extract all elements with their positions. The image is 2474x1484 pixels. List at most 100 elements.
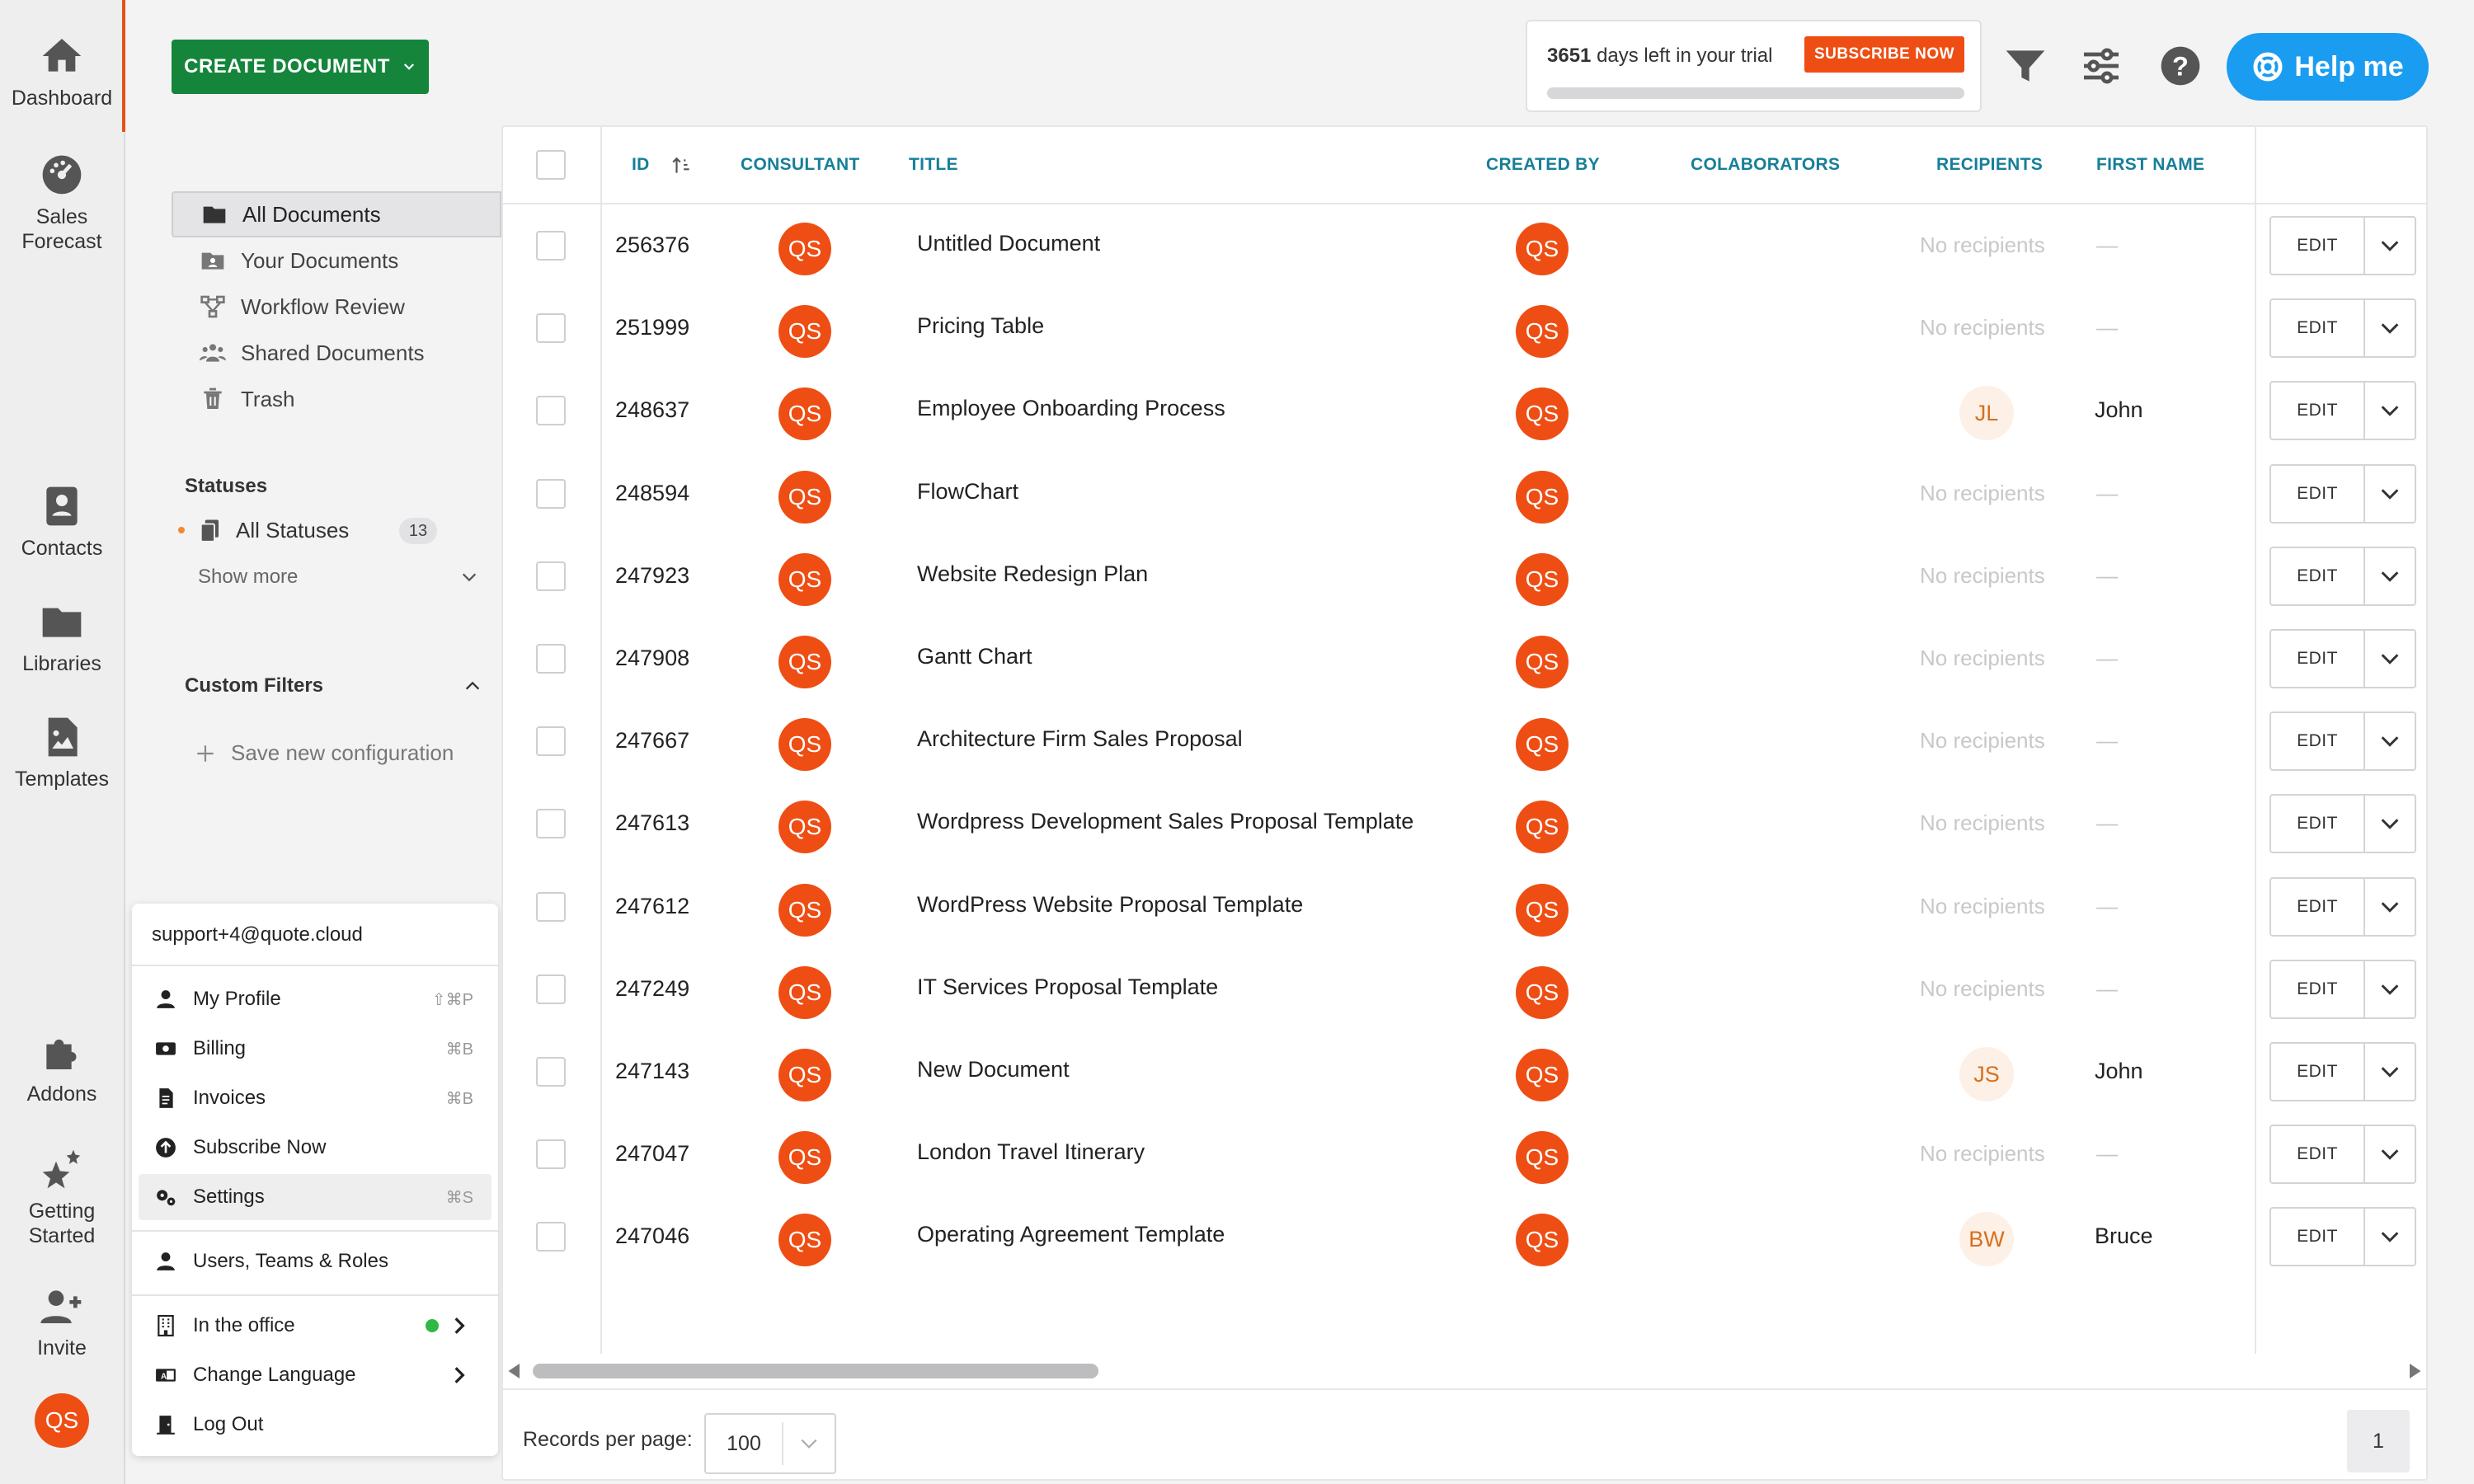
- edit-dropdown-button[interactable]: [2365, 218, 2415, 274]
- table-row[interactable]: 247908 QS Gantt Chart QS No recipients — EDIT: [503, 618, 2426, 700]
- title-cell[interactable]: Gantt Chart: [917, 644, 1032, 669]
- row-checkbox[interactable]: [536, 396, 566, 426]
- menu-billing[interactable]: Billing ⌘B: [139, 1026, 492, 1072]
- title-cell[interactable]: Website Redesign Plan: [917, 561, 1149, 586]
- consultant-avatar[interactable]: QS: [778, 718, 831, 772]
- menu-in-the-office[interactable]: In the office: [139, 1303, 492, 1349]
- created-by-avatar[interactable]: QS: [1516, 636, 1569, 688]
- row-checkbox[interactable]: [536, 974, 566, 1004]
- table-row[interactable]: 251999 QS Pricing Table QS No recipients — EDI…: [503, 287, 2426, 369]
- edit-dropdown-button[interactable]: [2365, 548, 2415, 604]
- edit-button[interactable]: EDIT: [2271, 300, 2365, 357]
- records-per-page-select[interactable]: 100: [704, 1413, 836, 1474]
- title-cell[interactable]: Wordpress Development Sales Proposal Tem…: [917, 809, 1414, 834]
- column-consultant[interactable]: CONSULTANT: [741, 155, 860, 174]
- column-title[interactable]: TITLE: [909, 155, 958, 174]
- create-document-button[interactable]: CREATE DOCUMENT: [172, 40, 429, 94]
- edit-dropdown-button[interactable]: [2365, 1044, 2415, 1100]
- edit-button[interactable]: EDIT: [2271, 1209, 2365, 1266]
- edit-dropdown-button[interactable]: [2365, 961, 2415, 1017]
- edit-button[interactable]: EDIT: [2271, 796, 2365, 852]
- edit-dropdown-button[interactable]: [2365, 1126, 2415, 1182]
- title-cell[interactable]: Untitled Document: [917, 231, 1101, 256]
- table-row[interactable]: 247612 QS WordPress Website Proposal Templ…: [503, 866, 2426, 948]
- table-row[interactable]: 247143 QS New Document QS JS John EDIT: [503, 1031, 2426, 1113]
- column-collaborators[interactable]: COLABORATORS: [1691, 155, 1841, 174]
- row-checkbox[interactable]: [536, 644, 566, 674]
- nav-trash[interactable]: Trash: [172, 376, 501, 422]
- menu-change-language[interactable]: A Change Language: [139, 1352, 492, 1398]
- title-cell[interactable]: London Travel Itinerary: [917, 1139, 1145, 1165]
- edit-dropdown-button[interactable]: [2365, 1209, 2415, 1265]
- rail-libraries[interactable]: Libraries: [0, 599, 124, 676]
- horizontal-scrollbar[interactable]: [503, 1354, 2426, 1387]
- edit-button[interactable]: EDIT: [2271, 383, 2365, 439]
- created-by-avatar[interactable]: QS: [1516, 965, 1569, 1019]
- consultant-avatar[interactable]: QS: [778, 1214, 831, 1267]
- created-by-avatar[interactable]: QS: [1516, 1214, 1569, 1267]
- select-all-checkbox[interactable]: [536, 150, 566, 180]
- scroll-left-icon[interactable]: [508, 1364, 521, 1378]
- consultant-avatar[interactable]: QS: [778, 883, 831, 937]
- table-row[interactable]: 247249 QS IT Services Proposal Template QS N…: [503, 948, 2426, 1031]
- scrollbar-thumb[interactable]: [533, 1364, 1098, 1378]
- edit-button[interactable]: EDIT: [2271, 1044, 2365, 1100]
- subscribe-now-button[interactable]: SUBSCRIBE NOW: [1804, 36, 1964, 73]
- rail-sales-forecast[interactable]: Sales Forecast: [0, 152, 124, 254]
- page-number-button[interactable]: 1: [2347, 1410, 2410, 1472]
- row-checkbox[interactable]: [536, 891, 566, 922]
- column-recipients[interactable]: RECIPIENTS: [1936, 155, 2044, 174]
- row-checkbox[interactable]: [536, 561, 566, 591]
- created-by-avatar[interactable]: QS: [1516, 1131, 1569, 1185]
- recipient-avatar[interactable]: BW: [1959, 1212, 2014, 1267]
- created-by-avatar[interactable]: QS: [1516, 718, 1569, 772]
- rail-templates[interactable]: Templates: [0, 714, 124, 791]
- edit-button[interactable]: EDIT: [2271, 547, 2365, 604]
- title-cell[interactable]: Employee Onboarding Process: [917, 396, 1225, 421]
- title-cell[interactable]: IT Services Proposal Template: [917, 974, 1219, 999]
- title-cell[interactable]: Operating Agreement Template: [917, 1222, 1225, 1247]
- edit-button[interactable]: EDIT: [2271, 465, 2365, 522]
- menu-invoices[interactable]: Invoices ⌘B: [139, 1075, 492, 1121]
- custom-filters-header[interactable]: Custom Filters: [185, 669, 482, 702]
- menu-users-teams-roles[interactable]: Users, Teams & Roles: [139, 1238, 492, 1284]
- title-cell[interactable]: WordPress Website Proposal Template: [917, 891, 1304, 917]
- menu-subscribe-now[interactable]: Subscribe Now: [139, 1125, 492, 1171]
- consultant-avatar[interactable]: QS: [778, 1049, 831, 1101]
- table-row[interactable]: 247047 QS London Travel Itinerary QS No reci…: [503, 1113, 2426, 1195]
- created-by-avatar[interactable]: QS: [1516, 387, 1569, 441]
- edit-dropdown-button[interactable]: [2365, 713, 2415, 769]
- edit-button[interactable]: EDIT: [2271, 878, 2365, 935]
- rail-contacts[interactable]: Contacts: [0, 483, 124, 561]
- rail-addons[interactable]: Addons: [0, 1029, 124, 1106]
- help-question-icon[interactable]: ?: [2157, 43, 2204, 89]
- consultant-avatar[interactable]: QS: [778, 470, 831, 524]
- edit-dropdown-button[interactable]: [2365, 631, 2415, 687]
- table-row[interactable]: 247046 QS Operating Agreement Template QS BW…: [503, 1195, 2426, 1278]
- edit-dropdown-button[interactable]: [2365, 383, 2415, 439]
- consultant-avatar[interactable]: QS: [778, 552, 831, 606]
- menu-log-out[interactable]: Log Out: [139, 1402, 492, 1448]
- row-checkbox[interactable]: [536, 1139, 566, 1170]
- menu-my-profile[interactable]: My Profile ⇧⌘P: [139, 976, 492, 1022]
- column-first-name[interactable]: FIRST NAME: [2096, 155, 2205, 174]
- user-avatar[interactable]: QS: [35, 1393, 89, 1448]
- table-row[interactable]: 256376 QS Untitled Document QS No recipients…: [503, 204, 2426, 287]
- rail-dashboard[interactable]: Dashboard: [0, 33, 124, 110]
- row-checkbox[interactable]: [536, 1057, 566, 1087]
- row-checkbox[interactable]: [536, 809, 566, 839]
- show-more-toggle[interactable]: Show more: [198, 562, 478, 592]
- created-by-avatar[interactable]: QS: [1516, 305, 1569, 359]
- save-configuration-button[interactable]: Save new configuration: [195, 740, 454, 766]
- consultant-avatar[interactable]: QS: [778, 305, 831, 359]
- title-cell[interactable]: New Document: [917, 1057, 1070, 1082]
- created-by-avatar[interactable]: QS: [1516, 470, 1569, 524]
- menu-settings[interactable]: Settings ⌘S: [139, 1174, 492, 1220]
- row-checkbox[interactable]: [536, 231, 566, 261]
- edit-dropdown-button[interactable]: [2365, 300, 2415, 356]
- edit-button[interactable]: EDIT: [2271, 960, 2365, 1017]
- title-cell[interactable]: Pricing Table: [917, 313, 1045, 339]
- created-by-avatar[interactable]: QS: [1516, 883, 1569, 937]
- edit-dropdown-button[interactable]: [2365, 796, 2415, 852]
- consultant-avatar[interactable]: QS: [778, 636, 831, 688]
